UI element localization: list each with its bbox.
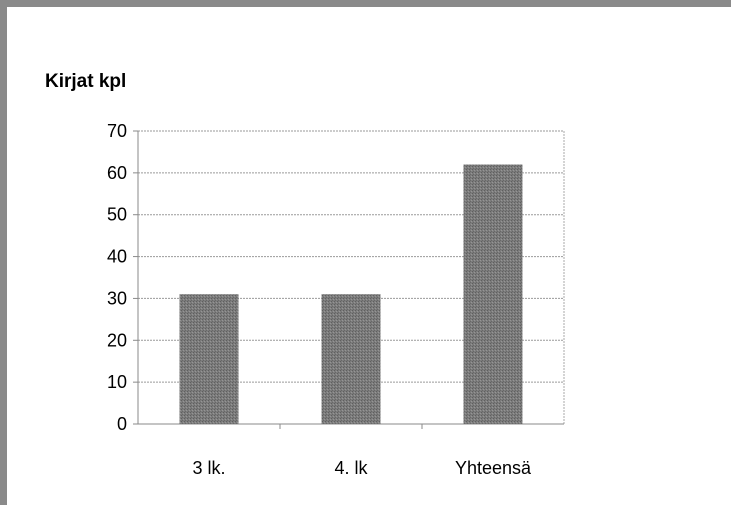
y-tick-label: 20	[107, 330, 127, 350]
bar	[321, 294, 381, 424]
bar-chart: 0 10 20 30 40 50 60 70 3 lk. 4. lk Yhteensä	[107, 121, 565, 478]
y-axis-tick-labels: 0 10 20 30 40 50 60 70	[107, 121, 127, 434]
y-tick-label: 70	[107, 121, 127, 141]
x-axis-category-labels: 3 lk. 4. lk Yhteensä	[192, 458, 532, 478]
bar	[179, 294, 239, 424]
y-tick-label: 60	[107, 163, 127, 183]
bar	[463, 164, 523, 424]
y-tick-label: 10	[107, 372, 127, 392]
y-tick-label: 40	[107, 247, 127, 267]
y-tick-label: 50	[107, 205, 127, 225]
bars	[179, 164, 523, 424]
y-tick-label: 30	[107, 288, 127, 308]
x-category-label: Yhteensä	[455, 458, 532, 478]
chart-title: Kirjat kpl	[45, 71, 127, 92]
x-category-label: 3 lk.	[192, 458, 225, 478]
x-category-label: 4. lk	[334, 458, 368, 478]
y-tick-label: 0	[117, 414, 127, 434]
